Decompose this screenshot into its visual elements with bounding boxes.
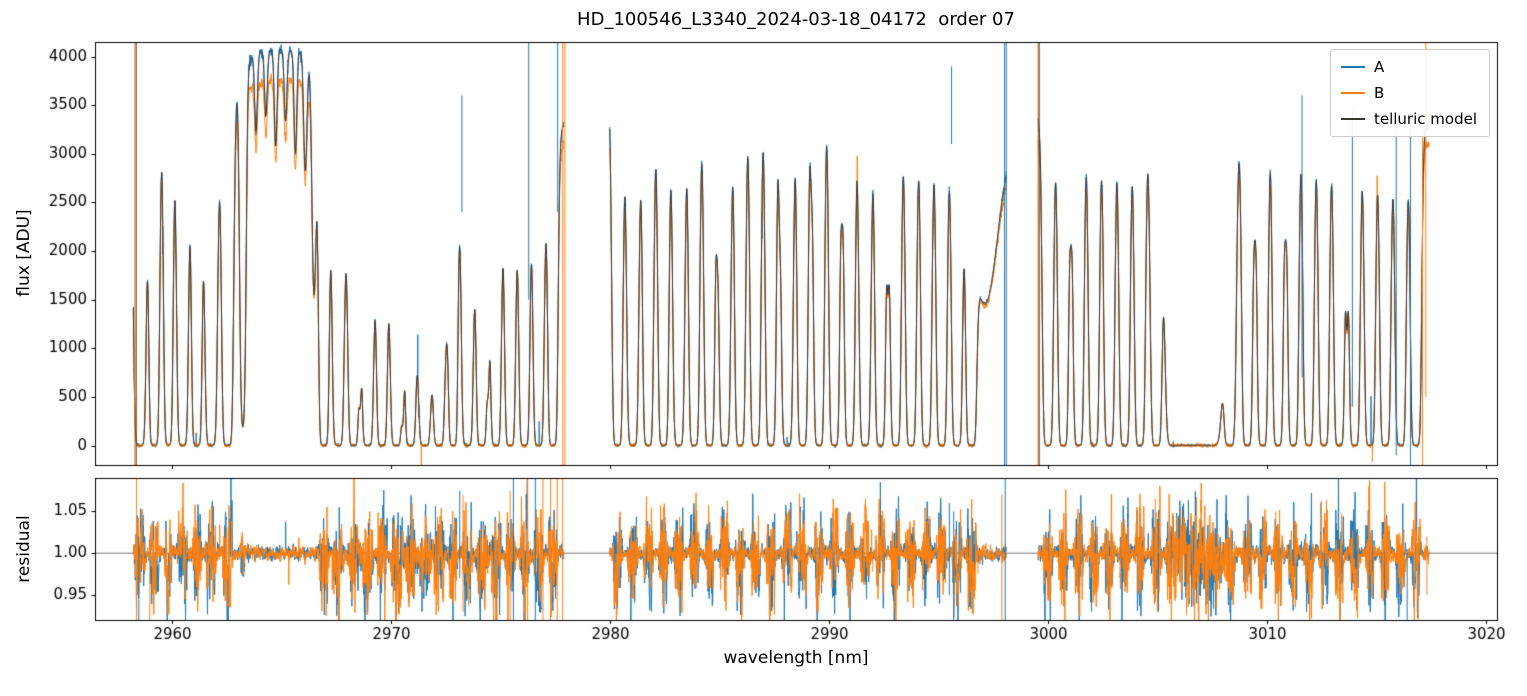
flux-axis-label: flux [ADU] [14,209,34,297]
legend-label-b: B [1373,84,1385,102]
legend-entry-b: B [1340,84,1477,102]
legend-label-a: A [1373,58,1385,76]
x-axis-label: wavelength [nm] [723,648,869,668]
legend-line-a-swatch [1340,66,1365,68]
legend-label-telluric-model: telluric model [1373,110,1477,128]
legend-line-b-swatch [1340,92,1365,94]
legend-entry-telluric-model: telluric model [1340,110,1477,128]
residual-axis-label: residual [14,515,34,583]
legend: A B telluric model [1329,49,1490,137]
chart-title: HD_100546_L3340_2024-03-18_04172 order 0… [577,9,1015,30]
legend-entry-a: A [1340,58,1477,76]
legend-line-model-swatch [1340,118,1365,120]
